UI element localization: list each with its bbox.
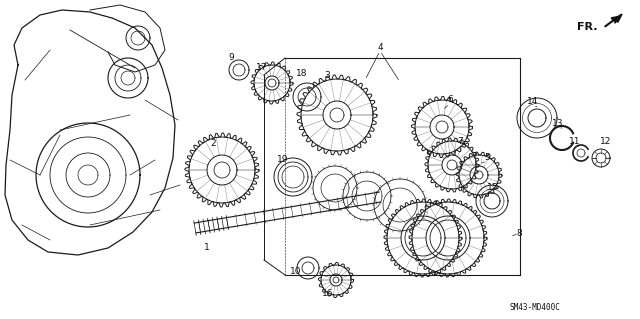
Text: 3: 3 [324, 70, 330, 79]
Text: SM43-MD400C: SM43-MD400C [509, 303, 561, 313]
Text: 6: 6 [447, 95, 453, 105]
Text: 17: 17 [256, 63, 268, 71]
Text: 15: 15 [487, 182, 499, 191]
Text: 2: 2 [210, 138, 216, 147]
Text: 11: 11 [569, 137, 580, 146]
Text: FR.: FR. [577, 22, 598, 32]
Text: 16: 16 [323, 290, 333, 299]
Text: 9: 9 [228, 54, 234, 63]
Polygon shape [612, 14, 622, 22]
Text: 7: 7 [457, 137, 463, 146]
Text: 8: 8 [516, 228, 522, 238]
Text: 12: 12 [600, 137, 612, 146]
Text: 13: 13 [552, 120, 564, 129]
Text: 1: 1 [204, 243, 210, 253]
Text: 5: 5 [484, 152, 490, 161]
Text: 19: 19 [277, 155, 289, 165]
Text: 18: 18 [296, 70, 308, 78]
Text: 10: 10 [291, 266, 301, 276]
Text: 14: 14 [527, 97, 539, 106]
Text: 4: 4 [377, 42, 383, 51]
